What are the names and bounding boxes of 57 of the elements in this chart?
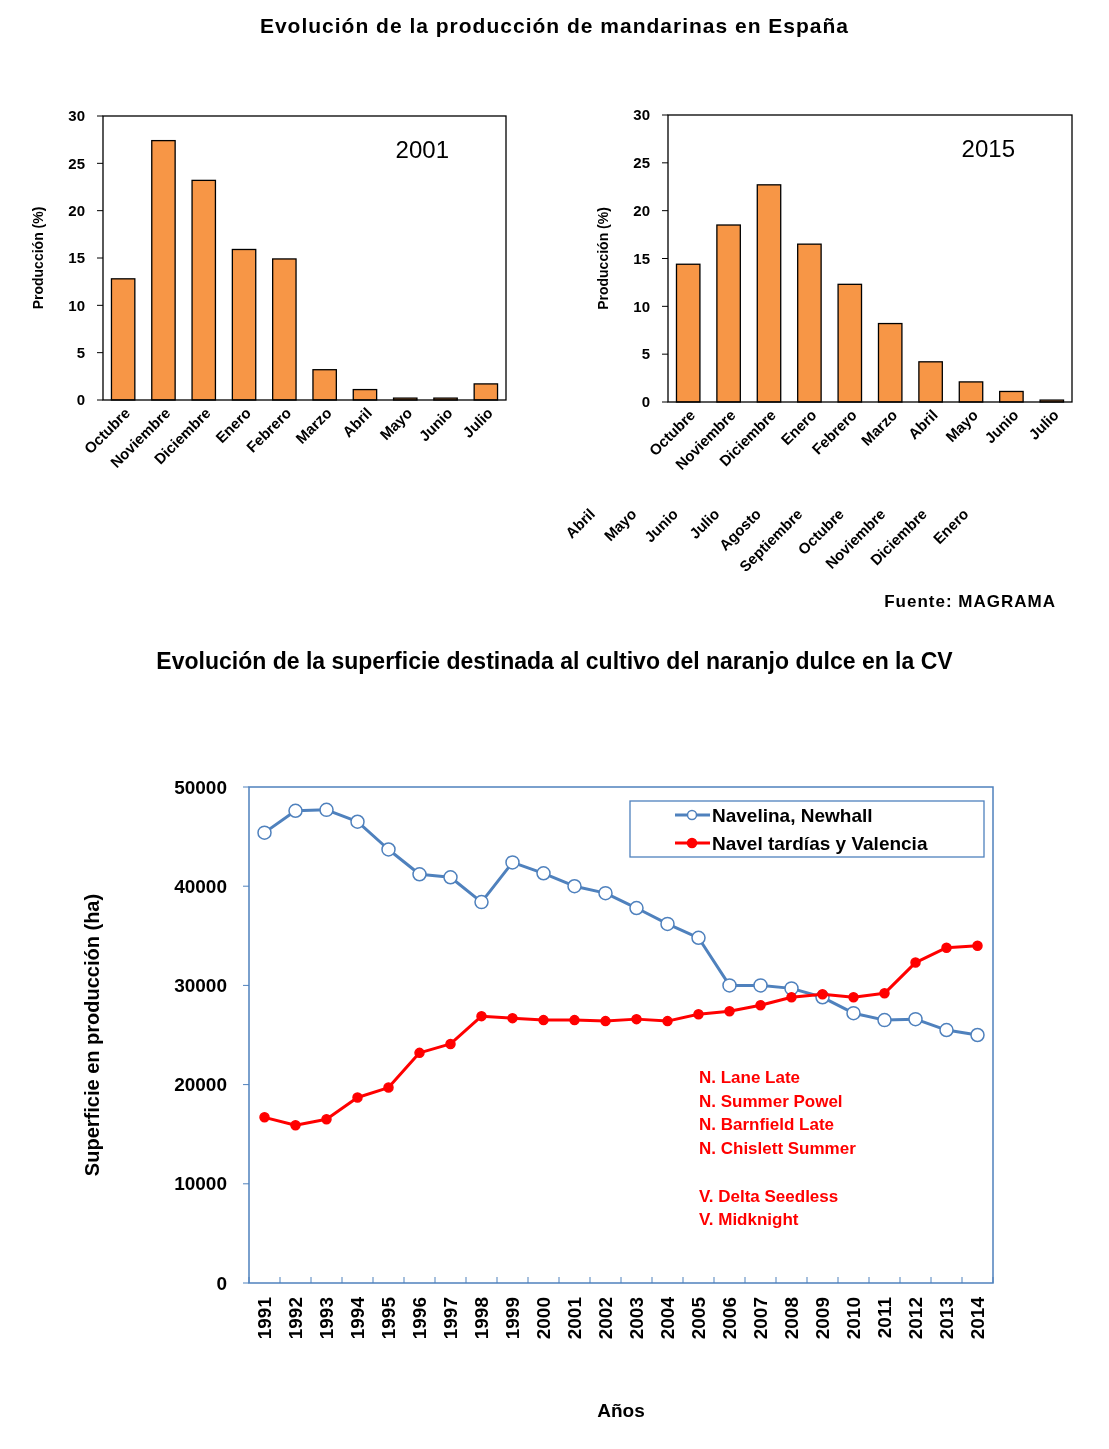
x-tick-label: 2000 (533, 1297, 555, 1340)
chart-title: Evolución de la superficie destinada al cultivo del naranjo dulce en la CV (156, 648, 954, 674)
y-tick-label: 20 (68, 201, 85, 219)
x-tick-label: 1995 (378, 1296, 400, 1340)
y-tick-label: 25 (68, 154, 85, 172)
x-tick-label: 2007 (750, 1297, 772, 1340)
x-tick-label: 2014 (967, 1296, 989, 1340)
y-tick-label: 20 (633, 201, 650, 219)
annotation: 2001 (395, 136, 449, 163)
source-note: Fuente: MAGRAMA (884, 592, 1056, 611)
y-tick-label: 0 (76, 391, 85, 409)
x-tick-label: 2009 (812, 1297, 834, 1340)
y-tick-label: 50000 (174, 776, 227, 798)
x-tick-label: 2011 (874, 1296, 896, 1339)
x-tick-label: 2005 (688, 1296, 710, 1340)
y-tick-label: 15 (68, 249, 85, 267)
y-tick-label: 0 (641, 393, 650, 411)
x-tick-label: 1994 (347, 1296, 369, 1340)
y-tick-label: 10 (68, 296, 85, 314)
x-tick-label: 2013 (936, 1297, 958, 1340)
x-tick-label: 2010 (843, 1297, 865, 1340)
x-tick-label: 2002 (595, 1297, 617, 1340)
x-tick-label: 2012 (905, 1297, 927, 1340)
x-tick-label: 1998 (471, 1297, 493, 1340)
y-tick-label: 30 (68, 107, 85, 125)
y-tick-label: 15 (633, 249, 650, 267)
x-tick-label: 1999 (502, 1297, 524, 1340)
annotation: 2015 (961, 135, 1015, 162)
y-tick-label: 40000 (174, 875, 227, 897)
y-tick-label: 5 (641, 345, 650, 363)
x-axis-title: Años (597, 1400, 645, 1421)
y-tick-label: 5 (76, 343, 85, 361)
y-axis-title: Producción (%) (595, 207, 611, 310)
x-tick-label: 1992 (285, 1297, 307, 1340)
x-tick-label: 2001 (564, 1296, 586, 1340)
y-tick-label: 10 (633, 297, 650, 315)
x-tick-label: 2008 (781, 1297, 803, 1340)
y-tick-label: 30000 (174, 975, 227, 997)
y-tick-label: 30 (633, 106, 650, 124)
x-tick-label: 1997 (440, 1297, 462, 1340)
x-tick-label: 2004 (657, 1296, 679, 1340)
annotation: V. Delta Seedless V. Midknight (699, 1186, 839, 1230)
y-tick-label: 10000 (174, 1173, 227, 1195)
x-tick-label: 1993 (316, 1297, 338, 1340)
y-tick-label: 20000 (174, 1074, 227, 1096)
legend-label: Navel tardías y Valencia (712, 832, 928, 854)
y-axis-title: Superficie en producción (ha) (81, 893, 103, 1177)
legend-label: Navelina, Newhall (712, 804, 873, 826)
y-axis-title: Producción (%) (30, 206, 46, 310)
text: Evolución de la producción de mandarinas en España (259, 14, 850, 37)
annotation: N. Lane Late N. Summer Powel N. Barnfield Late N. Chislett Summer (699, 1068, 857, 1159)
x-tick-label: 2003 (626, 1297, 648, 1340)
x-tick-label: 2006 (719, 1297, 741, 1340)
x-tick-label: 1991 (254, 1296, 276, 1340)
y-tick-label: 25 (633, 154, 650, 172)
x-tick-label: 1996 (409, 1297, 431, 1340)
y-tick-label: 0 (216, 1272, 227, 1294)
